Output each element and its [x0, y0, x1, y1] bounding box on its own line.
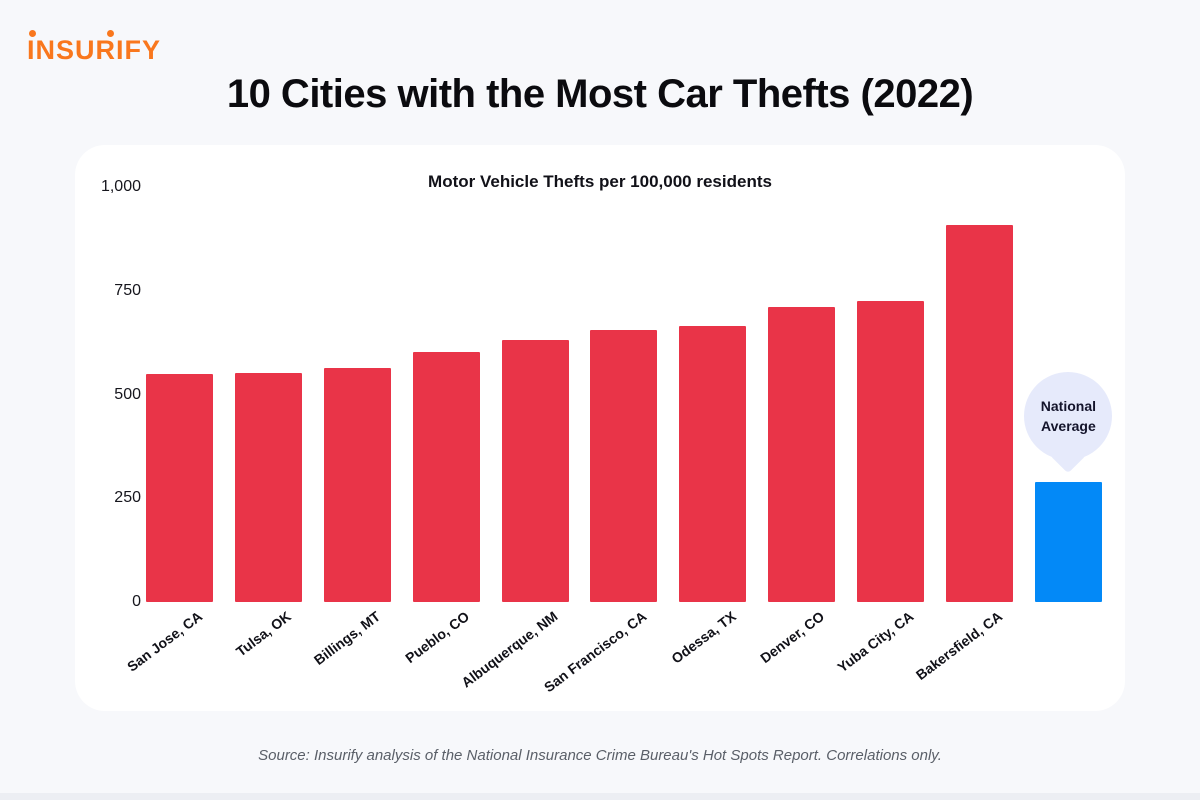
- logo-i-dot-icon: [107, 30, 115, 37]
- bar: [501, 340, 569, 602]
- x-axis-label: Odessa, TX: [667, 608, 739, 667]
- x-axis-label: Billings, MT: [310, 608, 383, 669]
- x-axis-label: Yuba City, CA: [834, 608, 917, 676]
- bar-slot: Pueblo, CO: [402, 187, 480, 666]
- bar-slot: Billings, MT: [311, 187, 391, 668]
- pin-bubble: National Average: [1024, 372, 1113, 460]
- footer-strip: [0, 793, 1200, 800]
- logo-i-dot-icon: [29, 30, 36, 37]
- y-axis-tick-label: 250: [114, 489, 141, 507]
- bar: [946, 225, 1014, 602]
- x-axis-label: San Jose, CA: [124, 608, 206, 675]
- chart-title: Motor Vehicle Thefts per 100,000 residen…: [428, 172, 772, 191]
- bar-slot: Denver, CO: [757, 187, 836, 666]
- bar-group: San Jose, CA Tulsa, OK Billings, MT Pueblo,…: [124, 187, 1113, 695]
- bar: [234, 373, 302, 602]
- x-axis-label: Denver, CO: [757, 608, 828, 667]
- page-title: 10 Cities with the Most Car Thefts (2022…: [226, 72, 974, 116]
- national-average-pin: National Average: [1024, 372, 1113, 474]
- logo-text: INSURIFY: [27, 35, 162, 65]
- source-note: Source: Insurify analysis of the Nationa…: [258, 747, 942, 764]
- x-axis-label: Tulsa, OK: [233, 608, 295, 660]
- national-average-label: National Average: [1040, 397, 1097, 434]
- bar: [412, 352, 480, 602]
- plot-area: San Jose, CA Tulsa, OK Billings, MT Pueblo,…: [124, 187, 1113, 695]
- bar-slot: Tulsa, OK: [233, 187, 302, 659]
- insurify-logo: INSURIFY: [27, 30, 161, 64]
- y-axis-tick-label: 500: [114, 385, 141, 403]
- bar-slot: Odessa, TX: [668, 187, 747, 667]
- bar: [679, 326, 747, 602]
- y-axis-tick-label: 750: [114, 281, 141, 299]
- bar-slot: Yuba City, CA: [834, 187, 925, 675]
- y-axis: 0 250 500 750 1,000: [75, 178, 141, 610]
- bar: [1034, 482, 1102, 602]
- bar: [768, 307, 836, 602]
- bar-slot: Bakersfield, CA: [913, 187, 1014, 683]
- y-axis-tick-label: 1,000: [100, 178, 141, 195]
- bar: [323, 368, 391, 602]
- bar-slot: San Francisco, CA: [541, 187, 658, 695]
- bar-slot: Albuquerque, NM: [459, 187, 569, 691]
- x-axis-label: Pueblo, CO: [401, 608, 472, 667]
- bar: [146, 374, 213, 602]
- y-axis-tick-label: 0: [132, 593, 141, 610]
- bar: [857, 301, 925, 602]
- bar-slot: National Average: [1024, 187, 1113, 602]
- bar-slot: San Jose, CA: [124, 187, 213, 675]
- chart-card: Motor Vehicle Thefts per 100,000 residen…: [75, 145, 1125, 711]
- x-axis-label: Bakersfield, CA: [912, 608, 1006, 684]
- bar: [590, 330, 658, 602]
